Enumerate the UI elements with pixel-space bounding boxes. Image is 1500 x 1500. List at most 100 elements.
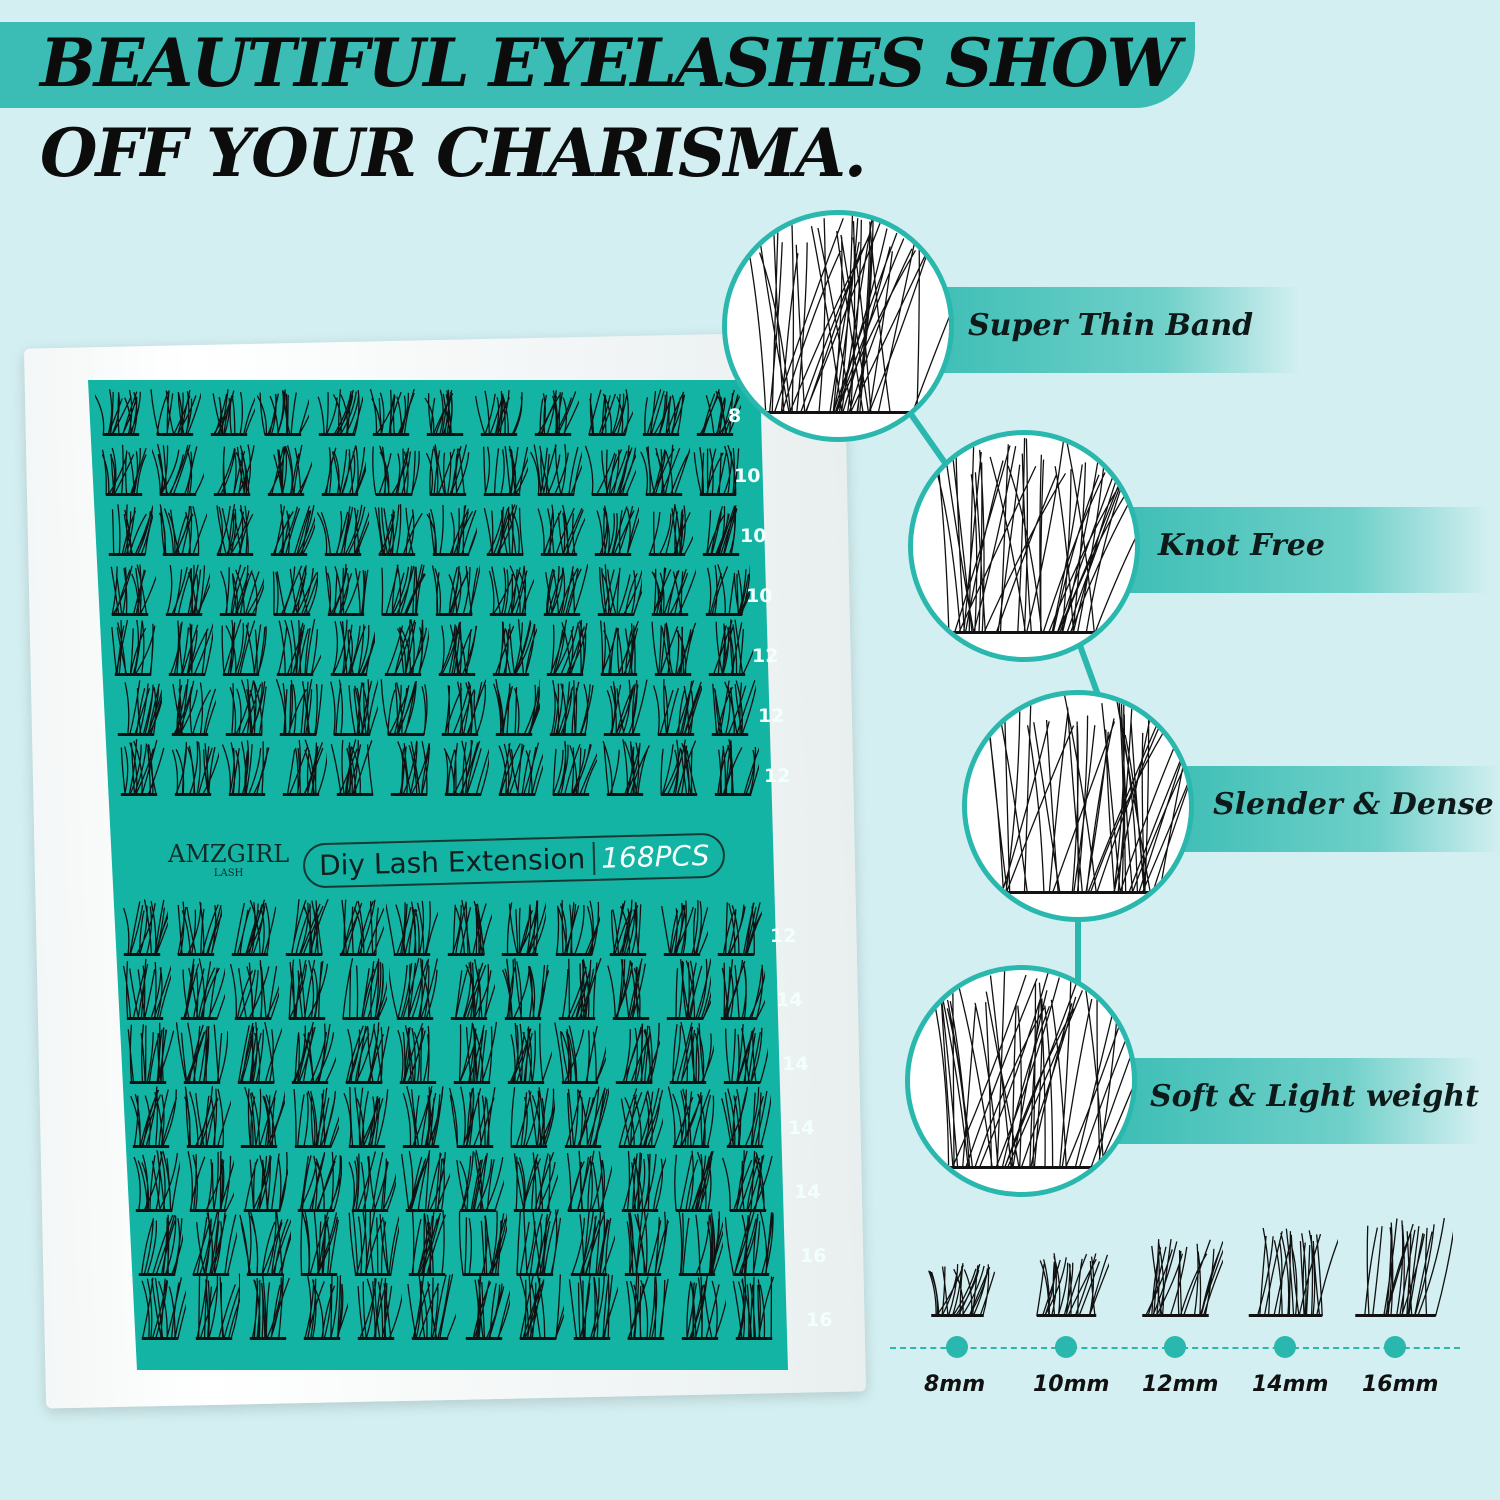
lash-cluster — [275, 739, 329, 801]
lash-cluster — [269, 618, 333, 681]
row-length-label: 12 — [764, 765, 791, 787]
row-length-label: 14 — [776, 989, 803, 1011]
lash-cluster — [98, 444, 150, 501]
lash-cluster — [173, 958, 236, 1025]
lash-cluster — [707, 739, 765, 801]
lash-cluster — [617, 1208, 670, 1281]
row-length-label: 16 — [800, 1245, 827, 1267]
lash-cluster — [620, 1273, 672, 1345]
lash-cluster — [698, 564, 759, 621]
length-sample-cluster — [1128, 1239, 1229, 1322]
lash-cluster — [101, 504, 156, 561]
lash-closeup — [936, 437, 1135, 634]
lash-closeup — [986, 695, 1189, 894]
lash-cluster — [374, 564, 426, 621]
lash-cluster — [281, 958, 333, 1025]
lash-cluster — [404, 1273, 467, 1345]
lash-cluster — [212, 564, 268, 621]
lash-cluster — [500, 1022, 559, 1089]
lash-cluster — [221, 739, 273, 801]
lash-cluster — [473, 389, 525, 441]
headline-line-2: OFF YOUR CHARISMA. — [40, 114, 867, 192]
lash-cluster — [491, 739, 551, 801]
lash-cluster — [557, 1086, 611, 1153]
lash-cluster — [692, 444, 744, 501]
lash-cluster — [392, 1022, 444, 1089]
lash-cluster — [263, 504, 319, 561]
lash-cluster — [167, 739, 223, 801]
lash-cluster — [479, 504, 531, 561]
length-sample-cluster — [920, 1263, 995, 1322]
lash-cluster — [332, 899, 392, 961]
lash-cluster — [446, 1021, 498, 1089]
lash-cluster — [329, 739, 381, 801]
lash-cluster — [482, 564, 541, 621]
lash-cluster — [131, 1209, 186, 1281]
lash-cluster — [719, 1086, 773, 1153]
lash-cluster — [527, 389, 584, 441]
lash-cluster — [175, 1022, 229, 1089]
lash-cluster — [548, 899, 605, 961]
lash-cluster — [122, 1022, 175, 1089]
lash-cluster — [689, 389, 747, 441]
row-length-label: 12 — [752, 645, 779, 667]
lash-cluster — [611, 1086, 669, 1153]
length-label: 10mm — [1033, 1372, 1110, 1397]
lash-cluster — [533, 504, 590, 561]
lash-cluster — [164, 679, 223, 741]
lash-cluster — [188, 1273, 249, 1345]
length-sample-cluster — [1024, 1251, 1114, 1322]
lash-cluster — [509, 1208, 562, 1281]
lash-cluster — [584, 444, 647, 501]
lash-cluster — [314, 444, 375, 501]
lash-cluster — [296, 1273, 357, 1345]
lash-cluster — [380, 679, 432, 741]
lash-cluster — [368, 444, 420, 501]
feature-image-knot-free — [908, 430, 1140, 662]
lash-cluster — [93, 389, 147, 441]
row-length-label: 8 — [728, 405, 742, 427]
lash-cluster — [110, 679, 167, 741]
lash-cluster — [113, 739, 165, 801]
lash-cluster — [458, 1273, 515, 1345]
lash-cluster — [437, 739, 492, 801]
lash-cluster — [560, 1150, 615, 1217]
lash-cluster — [512, 1273, 576, 1345]
row-length-label: 10 — [740, 525, 767, 547]
lash-cluster — [647, 619, 699, 681]
lash-cluster — [341, 1086, 393, 1153]
connector-line — [1075, 915, 1081, 985]
lash-cluster — [326, 679, 388, 741]
lash-cluster — [551, 958, 603, 1025]
lash-cluster — [443, 958, 504, 1025]
headline-banner — [0, 22, 1195, 108]
lash-cluster — [170, 899, 227, 961]
lash-cluster — [290, 1150, 348, 1217]
row-length-label: 16 — [806, 1309, 833, 1331]
lash-cluster — [710, 899, 766, 961]
length-sample-cluster — [1233, 1227, 1339, 1322]
lash-cluster — [161, 619, 215, 681]
lash-cluster — [377, 619, 431, 681]
lash-cluster — [728, 1273, 780, 1345]
lash-cluster — [398, 1150, 456, 1217]
lash-cluster — [116, 899, 177, 961]
length-label: 8mm — [924, 1372, 986, 1397]
lash-cluster — [230, 1021, 285, 1089]
lash-cluster — [721, 1150, 774, 1217]
lash-cluster — [599, 739, 651, 801]
length-sample-cluster — [1338, 1215, 1456, 1322]
lash-cluster — [455, 1209, 511, 1281]
lash-cluster — [185, 1209, 244, 1281]
lash-closeup — [933, 970, 1132, 1169]
length-label: 16mm — [1362, 1372, 1439, 1397]
brand-logo: AMZGIRL LASH — [168, 840, 290, 879]
lash-cluster — [224, 899, 277, 961]
lash-cluster — [434, 679, 487, 741]
lash-cluster — [662, 1021, 718, 1089]
lash-cluster — [497, 958, 550, 1025]
lash-cluster — [701, 619, 763, 681]
lash-cluster — [593, 619, 645, 681]
lash-cluster — [158, 564, 217, 621]
row-length-label: 10 — [734, 465, 761, 487]
